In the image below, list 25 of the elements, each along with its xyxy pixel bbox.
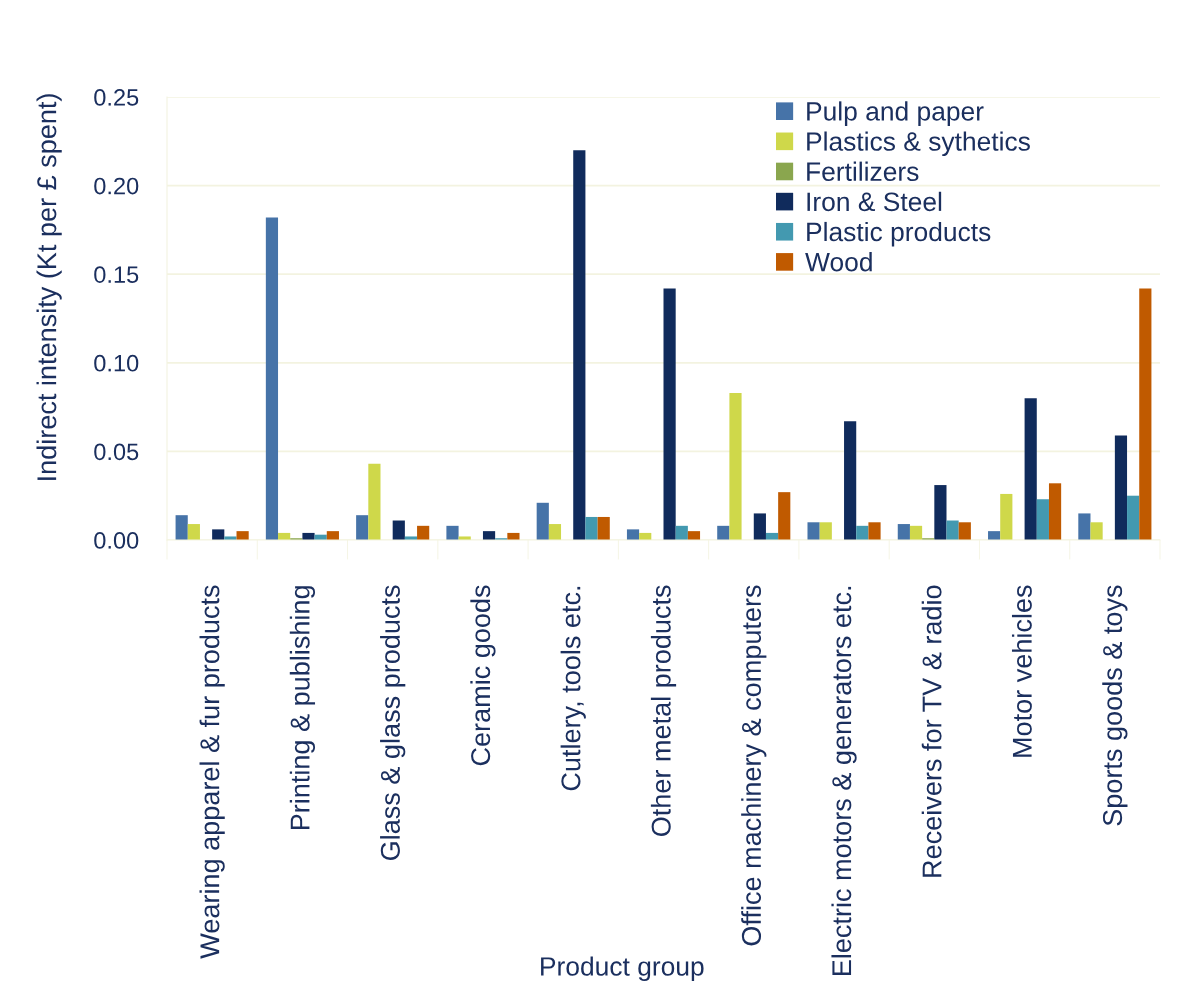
legend-label: Fertilizers <box>807 161 919 181</box>
y-tick-label: 0.15 <box>94 266 139 283</box>
y-axis-title: Indirect intensity (Kt per £ spent) <box>36 94 62 480</box>
legend-label: Wood <box>805 252 872 272</box>
x-axis-title: Product group <box>541 956 704 982</box>
y-tick-label: 0.25 <box>94 89 139 106</box>
x-tick-label: Cutlery, tools etc. <box>560 586 586 791</box>
x-tick-label: Printing & publishing <box>289 586 316 830</box>
legend-label: Iron & Steel <box>807 191 942 212</box>
x-tick-label: Glass & glass products <box>380 585 406 861</box>
x-tick-label: Sports goods & toys <box>1102 585 1128 826</box>
legend-label: Pulp and paper <box>807 101 984 126</box>
x-tick-label: Ceramic goods <box>470 585 496 766</box>
y-tick-label: 0.00 <box>94 532 139 549</box>
x-tick-label: Wearing apparel & fur products <box>199 585 225 959</box>
x-tick-label: Receivers for TV & radio <box>921 585 942 877</box>
x-tick-label: Office machinery & computers <box>741 585 767 946</box>
legend-label: Plastic products <box>807 221 991 247</box>
y-tick-label: 0.20 <box>94 177 139 195</box>
x-tick-label: Motor vehicles <box>1011 585 1032 757</box>
legend-label: Plastics & sythetics <box>807 131 1030 157</box>
x-tick-label: Electric motors & generators etc. <box>831 586 857 976</box>
y-tick-label: 0.05 <box>94 443 139 461</box>
x-tick-label: Other metal products <box>650 585 677 837</box>
y-tick-label: 0.10 <box>94 354 139 372</box>
